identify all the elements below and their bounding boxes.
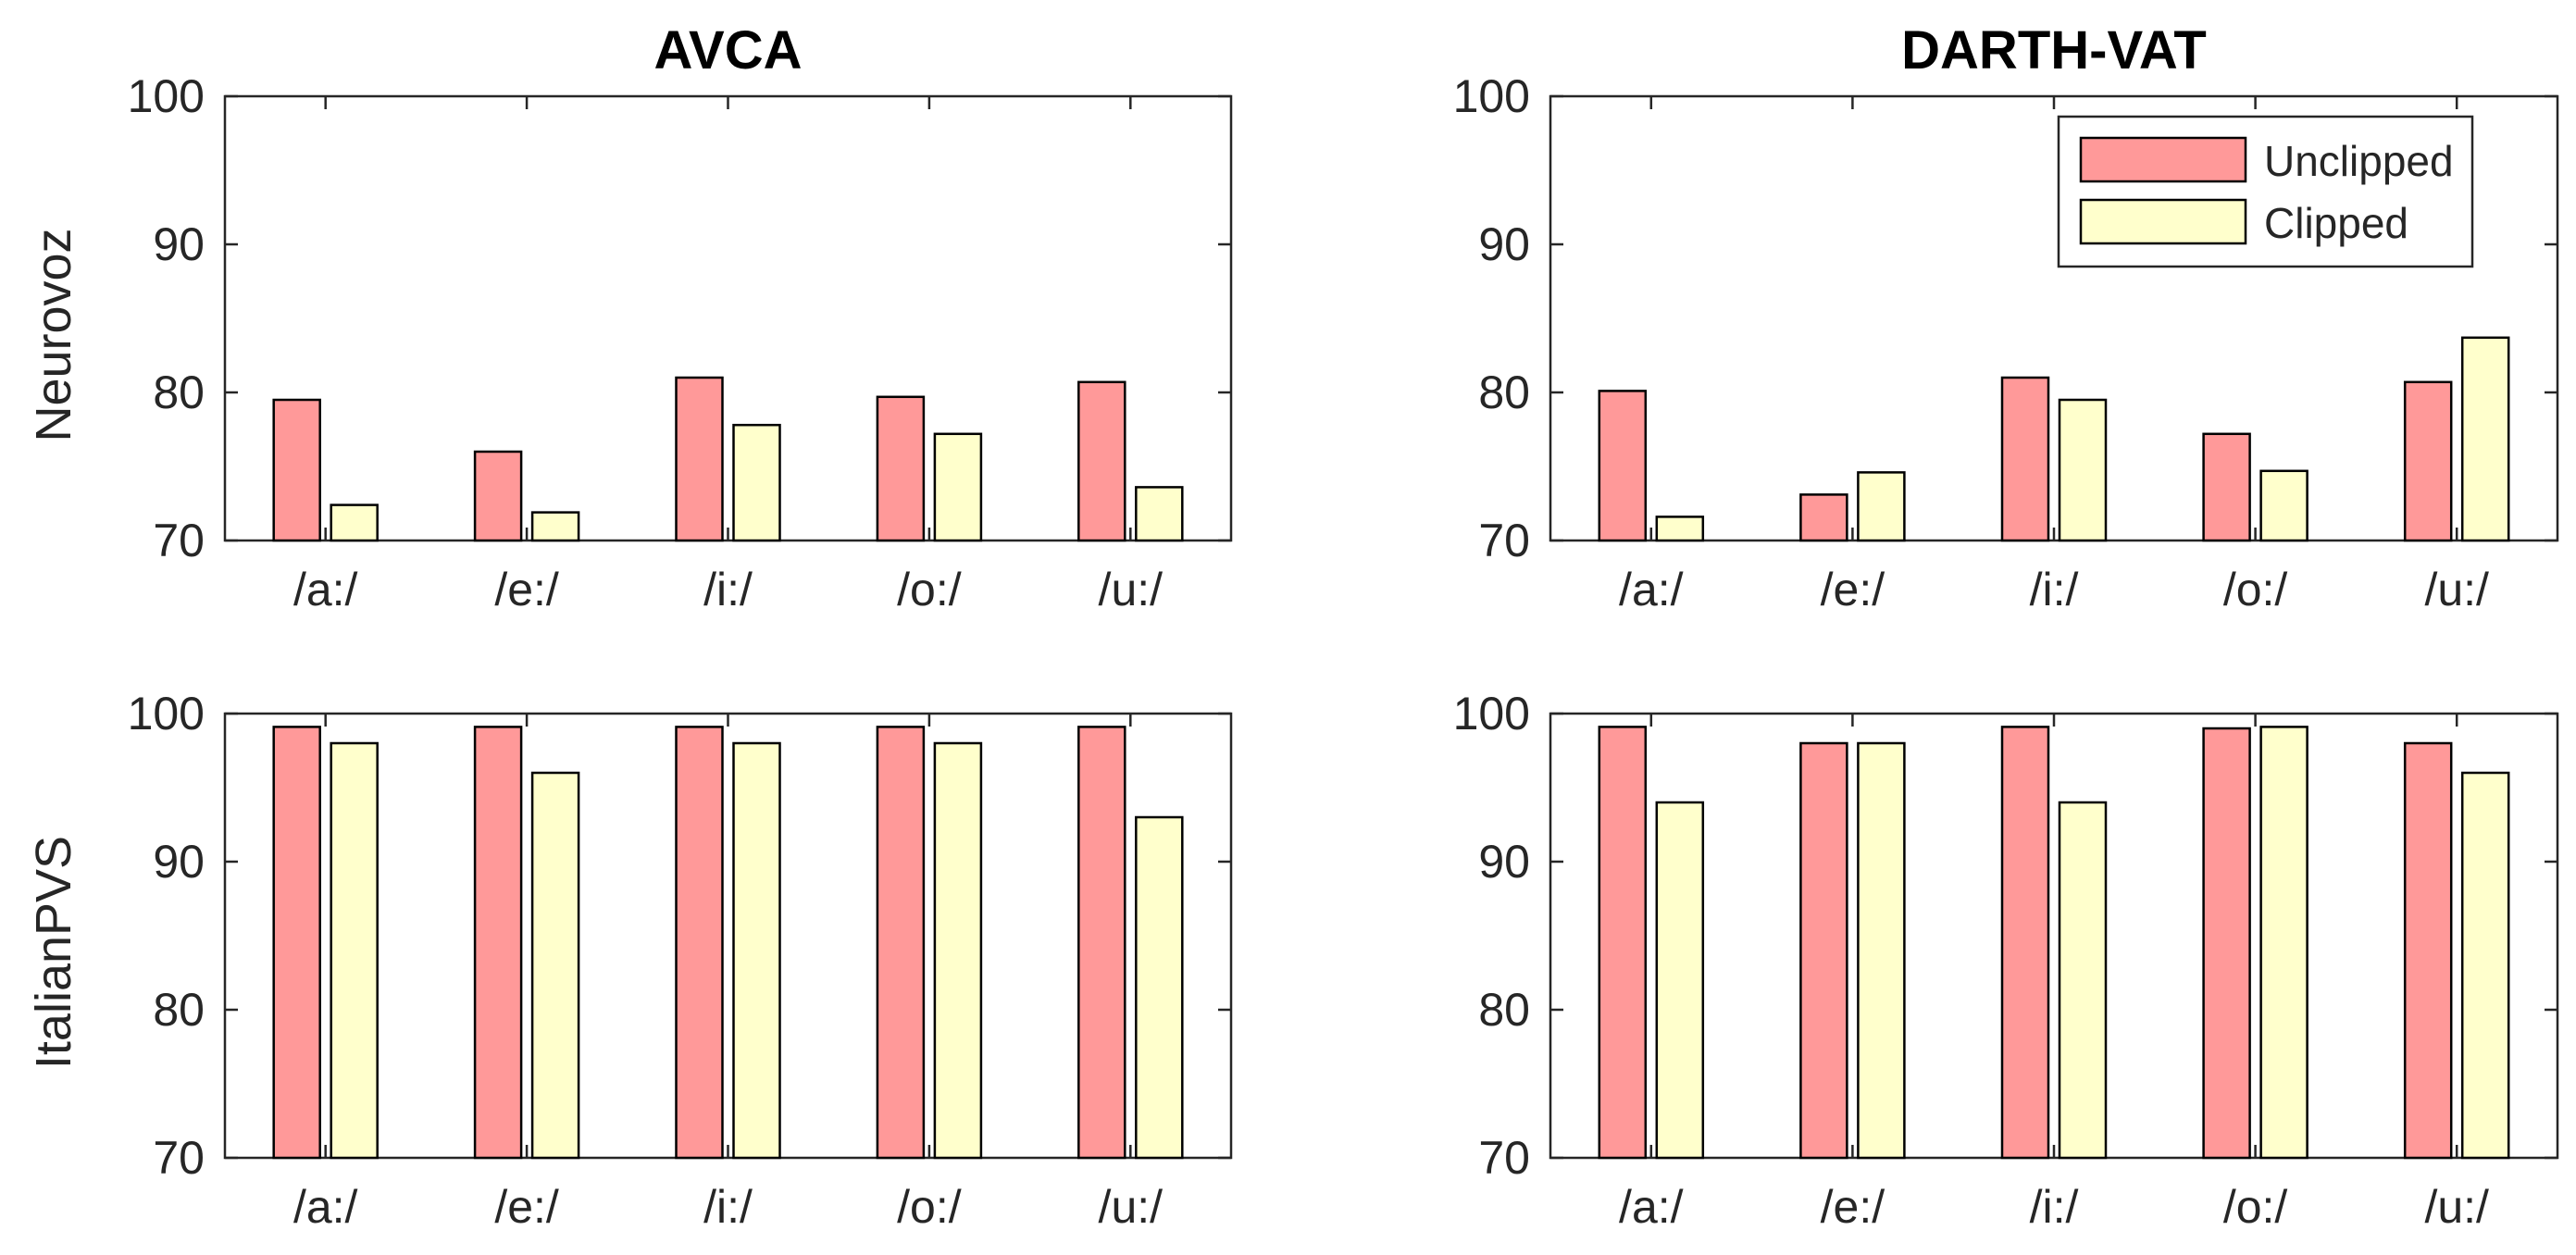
bar-unclipped-2 xyxy=(1799,493,1848,542)
x-tick-label: /i:/ xyxy=(703,564,753,615)
bar-unclipped-1 xyxy=(272,726,321,1160)
bar-unclipped-4 xyxy=(876,726,926,1160)
bar-unclipped-5 xyxy=(1077,380,1126,542)
y-tick-label: 90 xyxy=(153,836,205,888)
bar-unclipped-5 xyxy=(1077,726,1126,1160)
x-tick-label: /a:/ xyxy=(1619,1181,1684,1233)
axes-box xyxy=(1549,712,2559,1160)
y-tick-label: 70 xyxy=(153,1132,205,1184)
bar-clipped-2 xyxy=(1857,471,1906,542)
bar-unclipped-4 xyxy=(2202,432,2251,542)
y-tick-label: 100 xyxy=(128,688,205,739)
bar-clipped-1 xyxy=(1655,516,1705,542)
bar-clipped-1 xyxy=(330,503,379,542)
x-tick-label: /i:/ xyxy=(2030,564,2079,615)
y-tick-label: 80 xyxy=(1478,367,1530,418)
bar-clipped-2 xyxy=(530,511,580,542)
legend-label-unclipped: Unclipped xyxy=(2264,137,2454,185)
bar-unclipped-5 xyxy=(2403,380,2453,542)
chart-panel-1: 70 80 90 100/a:/ /e:/ /i:/ /o:/ /u:/ AVCA Neurovo… xyxy=(26,20,1233,615)
axes-box xyxy=(223,94,1233,542)
bar-unclipped-4 xyxy=(2202,727,2251,1160)
bar-clipped-4 xyxy=(933,432,983,542)
x-tick-label: /o:/ xyxy=(2223,564,2288,615)
bar-unclipped-1 xyxy=(272,398,321,542)
x-tick-label: /u:/ xyxy=(1099,564,1164,615)
y-axis-label: ItalianPVS xyxy=(26,836,81,1069)
bar-clipped-4 xyxy=(933,741,983,1160)
y-tick-label: 70 xyxy=(1478,515,1530,566)
y-tick-label: 90 xyxy=(1478,218,1530,270)
bar-unclipped-2 xyxy=(473,726,523,1160)
legend-swatch-unclipped xyxy=(2079,136,2247,183)
bar-clipped-2 xyxy=(1857,741,1906,1160)
y-tick-label: 90 xyxy=(1478,836,1530,888)
x-tick-label: /i:/ xyxy=(2030,1181,2079,1233)
bar-clipped-5 xyxy=(1135,486,1184,542)
panel-title: DARTH-VAT xyxy=(1901,20,2207,81)
y-tick-label: 70 xyxy=(1478,1132,1530,1184)
y-tick-label: 80 xyxy=(1478,984,1530,1036)
bar-clipped-5 xyxy=(1135,815,1184,1160)
bar-unclipped-2 xyxy=(473,450,523,542)
bar-clipped-3 xyxy=(732,423,781,542)
axes-box xyxy=(223,712,1233,1160)
bar-clipped-5 xyxy=(2460,336,2510,542)
x-tick-label: /e:/ xyxy=(494,1181,559,1233)
bar-clipped-4 xyxy=(2259,469,2308,542)
legend-swatch-clipped xyxy=(2079,198,2247,245)
bar-unclipped-3 xyxy=(675,726,724,1160)
y-tick-label: 80 xyxy=(153,984,205,1036)
legend: Unclipped Clipped xyxy=(2057,115,2474,268)
x-tick-label: /a:/ xyxy=(1619,564,1684,615)
bar-unclipped-1 xyxy=(1598,390,1648,542)
x-tick-label: /a:/ xyxy=(293,1181,358,1233)
x-tick-label: /e:/ xyxy=(494,564,559,615)
bar-unclipped-4 xyxy=(876,395,926,542)
bar-clipped-3 xyxy=(2058,398,2108,542)
x-tick-label: /a:/ xyxy=(293,564,358,615)
x-tick-label: /o:/ xyxy=(2223,1181,2288,1233)
y-tick-label: 100 xyxy=(128,70,205,122)
bar-clipped-5 xyxy=(2460,771,2510,1160)
bar-unclipped-5 xyxy=(2403,741,2453,1160)
y-tick-label: 80 xyxy=(153,367,205,418)
legend-label-clipped: Clipped xyxy=(2264,199,2408,247)
chart-panel-4: 70 80 90 100/a:/ /e:/ /i:/ /o:/ /u:/ xyxy=(1453,688,2559,1233)
chart-panel-2: 70 80 90 100/a:/ /e:/ /i:/ /o:/ /u:/ DARTH-VAT Un… xyxy=(1453,20,2559,615)
bar-clipped-2 xyxy=(530,771,580,1160)
x-tick-label: /u:/ xyxy=(2424,1181,2489,1233)
x-tick-label: /u:/ xyxy=(2424,564,2489,615)
x-tick-label: /o:/ xyxy=(897,1181,962,1233)
x-tick-label: /e:/ xyxy=(1821,1181,1885,1233)
bar-clipped-1 xyxy=(1655,801,1705,1160)
y-tick-label: 70 xyxy=(153,515,205,566)
bar-clipped-3 xyxy=(2058,801,2108,1160)
bar-unclipped-3 xyxy=(2000,376,2050,542)
y-tick-label: 100 xyxy=(1453,688,1530,739)
bar-unclipped-3 xyxy=(675,376,724,542)
bar-unclipped-3 xyxy=(2000,726,2050,1160)
x-tick-label: /e:/ xyxy=(1821,564,1885,615)
bar-clipped-3 xyxy=(732,741,781,1160)
bar-unclipped-1 xyxy=(1598,726,1648,1160)
bar-clipped-4 xyxy=(2259,726,2308,1160)
x-tick-label: /o:/ xyxy=(897,564,962,615)
bar-unclipped-2 xyxy=(1799,741,1848,1160)
x-tick-label: /u:/ xyxy=(1099,1181,1164,1233)
y-tick-label: 90 xyxy=(153,218,205,270)
y-tick-label: 100 xyxy=(1453,70,1530,122)
chart-panel-3: 70 80 90 100/a:/ /e:/ /i:/ /o:/ /u:/ ItalianPVS xyxy=(26,688,1233,1233)
bar-clipped-1 xyxy=(330,741,379,1160)
panel-title: AVCA xyxy=(653,20,802,81)
y-axis-label: Neurovoz xyxy=(26,228,81,441)
x-tick-label: /i:/ xyxy=(703,1181,753,1233)
